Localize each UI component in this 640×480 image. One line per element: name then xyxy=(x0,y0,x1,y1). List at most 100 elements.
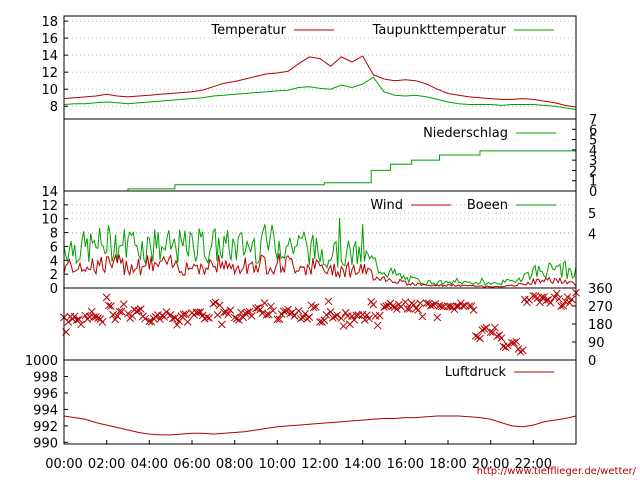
direction-point xyxy=(341,308,350,317)
direction-point xyxy=(166,310,175,319)
direction-point xyxy=(173,320,181,329)
direction-point xyxy=(382,302,390,310)
direction-point xyxy=(258,309,267,318)
temp-tick-label: 8 xyxy=(50,100,58,115)
direction-point xyxy=(181,310,190,319)
wind-tick-label: 0 xyxy=(50,282,58,297)
direction-point xyxy=(360,315,369,324)
direction-point xyxy=(168,314,177,323)
direction-point xyxy=(247,312,256,320)
beaufort-label: 5 xyxy=(588,207,596,222)
direction-point xyxy=(75,315,83,324)
direction-point xyxy=(512,337,521,346)
x-tick-label: 20:00 xyxy=(472,457,509,472)
direction-point xyxy=(194,308,203,317)
precip-tick-label: 5 xyxy=(589,134,597,149)
direction-point xyxy=(567,295,576,304)
direction-point xyxy=(288,308,297,317)
direction-point xyxy=(104,301,113,310)
direction-point xyxy=(179,310,188,319)
direction-point xyxy=(373,321,382,330)
direction-point xyxy=(352,311,361,320)
pressure-tick-label: 992 xyxy=(33,420,58,435)
direction-point xyxy=(552,289,561,298)
direction-point xyxy=(550,293,559,302)
pressure-line xyxy=(63,415,577,436)
direction-point xyxy=(220,308,228,317)
direction-point xyxy=(305,313,314,322)
direction-point xyxy=(540,293,548,301)
direction-point xyxy=(64,318,73,326)
direction-point xyxy=(162,308,171,316)
wind-tick-label: 6 xyxy=(50,240,58,255)
direction-point xyxy=(311,303,320,311)
x-tick-label: 00:00 xyxy=(45,457,82,472)
direction-point xyxy=(213,311,222,319)
legend-pressure-label: Luftdruck xyxy=(445,365,507,380)
direction-point xyxy=(446,302,454,311)
direction-point xyxy=(331,312,339,321)
direction-point xyxy=(363,311,371,319)
direction-point xyxy=(497,334,506,343)
direction-point xyxy=(427,301,435,310)
legend-dewpoint-label: Taupunkttemperatur xyxy=(372,23,507,38)
direction-point xyxy=(450,305,459,314)
temp-tick-label: 12 xyxy=(41,66,58,81)
direction-point xyxy=(388,302,397,311)
direction-point xyxy=(503,341,512,350)
direction-point xyxy=(414,305,422,314)
wind-tick-label: 4 xyxy=(50,254,58,269)
direction-point xyxy=(132,307,141,316)
x-tick-label: 16:00 xyxy=(387,457,424,472)
beaufort-label: 4 xyxy=(588,227,596,242)
precip-tick-label: 2 xyxy=(589,164,597,179)
direction-point xyxy=(119,300,128,309)
direction-point xyxy=(224,310,233,319)
direction-point xyxy=(365,314,373,323)
direction-tick-label: 270 xyxy=(588,300,613,315)
temp-tick-label: 16 xyxy=(41,32,58,47)
direction-tick-label: 180 xyxy=(588,318,613,333)
direction-point xyxy=(412,304,420,313)
direction-point xyxy=(337,314,346,323)
direction-point xyxy=(508,338,516,347)
direction-point xyxy=(92,313,100,321)
direction-point xyxy=(275,315,284,324)
direction-point xyxy=(87,307,96,316)
direction-tick-label: 0 xyxy=(588,354,596,369)
direction-point xyxy=(322,311,331,319)
direction-point xyxy=(260,299,269,307)
dewpoint-line xyxy=(63,76,577,111)
wind-tick-label: 10 xyxy=(41,213,58,228)
precip-tick-label: 0 xyxy=(589,185,597,200)
direction-point xyxy=(535,298,544,307)
wind-direction-panel: 0 90 180 270 360 xyxy=(60,282,613,369)
pressure-tick-label: 996 xyxy=(33,387,58,402)
direction-point xyxy=(269,306,277,315)
direction-point xyxy=(218,320,226,329)
direction-point xyxy=(429,301,437,309)
direction-point xyxy=(232,314,241,323)
direction-point xyxy=(478,326,486,334)
direction-point xyxy=(375,311,384,320)
direction-point xyxy=(294,307,303,315)
direction-point xyxy=(324,297,333,306)
direction-tick-label: 90 xyxy=(588,336,605,351)
source-link[interactable]: http://www.tiefflieger.de/wetter/ xyxy=(476,466,636,477)
direction-point xyxy=(267,302,275,311)
direction-point xyxy=(175,317,184,325)
direction-point xyxy=(183,318,192,326)
direction-point xyxy=(117,307,126,316)
direction-point xyxy=(431,300,440,308)
direction-point xyxy=(328,313,337,322)
direction-point xyxy=(410,300,418,309)
direction-point xyxy=(136,305,145,313)
legend-wind-label: Wind xyxy=(370,198,403,213)
gust-line xyxy=(63,218,577,287)
direction-point xyxy=(239,313,248,322)
direction-point xyxy=(491,323,499,332)
